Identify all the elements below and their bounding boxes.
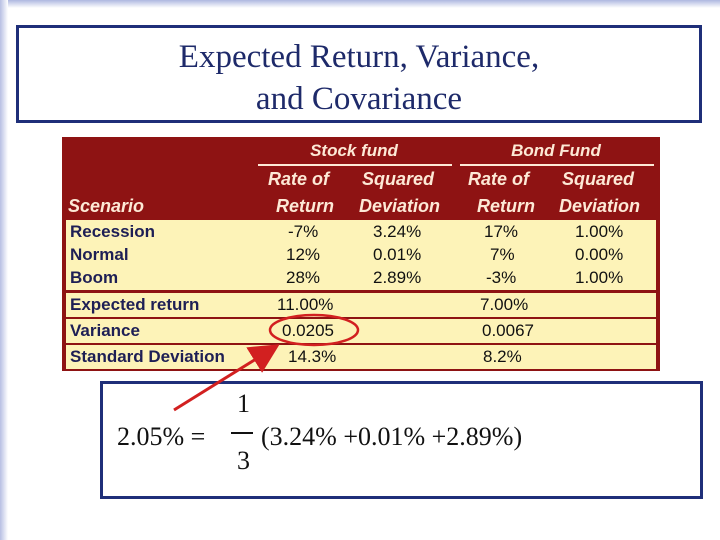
stock-variance: 0.0205 <box>282 321 334 340</box>
stock-rate: -7% <box>288 222 319 241</box>
header-stock-rate-1: Rate of <box>268 169 330 189</box>
bond-rate: 17% <box>484 222 519 241</box>
row-label: Boom <box>70 268 119 287</box>
row-label: Normal <box>70 245 129 264</box>
slide-edge-top <box>0 0 720 8</box>
bond-squared-deviation: 1.00% <box>575 268 624 287</box>
slide-edge-left <box>0 0 8 540</box>
table-row-variance: Variance 0.0205 0.0067 <box>66 318 656 343</box>
title-line-2: and Covariance <box>255 81 463 117</box>
table-row-normal: Normal 12% 0.01% 7% 0.00% <box>66 243 656 266</box>
bond-rate: -3% <box>486 268 517 287</box>
header-bond-fund: Bond Fund <box>511 141 601 160</box>
table-row-standard-deviation: Standard Deviation 14.3% 8.2% <box>66 344 656 369</box>
returns-table: Stock fund Bond Fund Rate of Return Squa… <box>62 137 660 371</box>
bond-standard-deviation: 8.2% <box>483 347 522 366</box>
row-label: Recession <box>70 222 156 241</box>
stock-expected-return: 11.00% <box>277 295 334 314</box>
header-bond-rate-2: Return <box>477 196 535 216</box>
header-stock-sq-2: Deviation <box>359 196 441 216</box>
header-bond-sq-2: Deviation <box>559 196 641 216</box>
header-stock-fund: Stock fund <box>310 141 398 160</box>
row-label: Expected return <box>70 295 200 314</box>
header-rule-stock <box>258 164 452 166</box>
formula-denominator: 3 <box>237 446 250 475</box>
header-rule-bond <box>460 164 654 166</box>
bond-rate: 7% <box>490 245 515 264</box>
header-stock-sq-1: Squared <box>362 169 435 189</box>
stock-squared-deviation: 2.89% <box>373 268 422 287</box>
table-row-expected-return: Expected return 11.00% 7.00% <box>66 292 656 317</box>
stock-rate: 28% <box>286 268 321 287</box>
header-bond-sq-1: Squared <box>562 169 635 189</box>
stock-squared-deviation: 0.01% <box>373 245 422 264</box>
row-label: Standard Deviation <box>70 347 225 366</box>
stock-rate: 12% <box>286 245 321 264</box>
stock-squared-deviation: 3.24% <box>373 222 422 241</box>
bond-squared-deviation: 0.00% <box>575 245 624 264</box>
table-row-boom: Boom 28% 2.89% -3% 1.00% <box>66 266 656 290</box>
header-scenario: Scenario <box>68 196 145 216</box>
formula-lhs: 2.05% = <box>117 422 206 451</box>
bond-expected-return: 7.00% <box>480 295 529 314</box>
bond-squared-deviation: 1.00% <box>575 222 624 241</box>
formula-numerator: 1 <box>237 389 250 418</box>
formula-box: 2.05% = 1 3 (3.24% +0.01% +2.89%) <box>100 381 703 499</box>
slide-title: Expected Return, Variance, and Covarianc… <box>19 36 699 120</box>
title-line-1: Expected Return, Variance, <box>178 39 540 75</box>
fraction-bar <box>231 432 253 434</box>
row-label: Variance <box>70 321 140 340</box>
stock-standard-deviation: 14.3% <box>288 347 337 366</box>
formula-rhs: (3.24% +0.01% +2.89%) <box>261 422 523 451</box>
title-box: Expected Return, Variance, and Covarianc… <box>16 25 702 123</box>
header-bond-rate-1: Rate of <box>468 169 530 189</box>
table-row-recession: Recession -7% 3.24% 17% 1.00% <box>66 220 656 243</box>
bond-variance: 0.0067 <box>482 321 534 340</box>
header-stock-rate-2: Return <box>276 196 334 216</box>
